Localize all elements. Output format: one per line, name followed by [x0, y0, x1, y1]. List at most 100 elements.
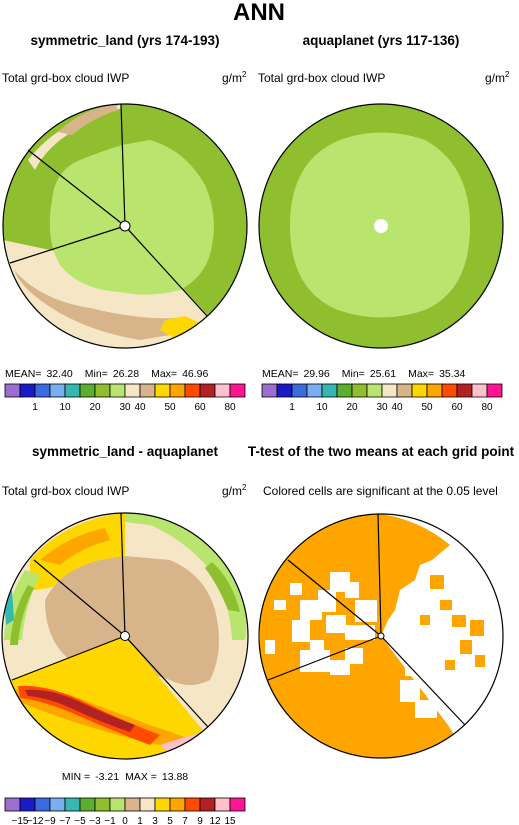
panel2-colorbar-swatch — [261, 383, 278, 398]
panel2-colorbar-tick-label: 40 — [391, 402, 403, 413]
panel2-colorbar-swatch — [276, 383, 293, 398]
panel1-colorbar-swatch — [49, 383, 66, 398]
panel3-stats: MIN = -3.21 MAX = 13.88 — [62, 771, 188, 783]
panel4-map-border — [258, 513, 504, 759]
panel3-bottom-yellow-band — [10, 636, 215, 759]
panel3-colorbar-tick-label: 15 — [224, 816, 236, 825]
panel3-colorbar-tick-label: −7 — [59, 816, 71, 825]
panel1-title: symmetric_land (yrs 174-193) — [30, 33, 219, 48]
panel1-colorbar-swatch — [34, 383, 51, 398]
panel1-colorbar-swatch — [109, 383, 126, 398]
panel1-colorbar-swatch — [79, 383, 96, 398]
panel1-colorbar: 1 10 20 30 40 50 60 80 — [4, 383, 246, 413]
panel2-colorbar-tick-label: 10 — [316, 402, 328, 413]
panel3-colorbar-tick-label: −15 — [12, 816, 29, 825]
panel1-colorbar-tick-label: 20 — [89, 402, 101, 413]
panel2-colorbar-swatch — [486, 383, 503, 398]
panel3-variable: Total grd-box cloud IWP — [2, 484, 129, 498]
panel3-colorbar-swatch — [19, 797, 36, 812]
panel1-colorbar-swatch — [199, 383, 216, 398]
panel3-colorbar-swatch — [139, 797, 156, 812]
panel2-colorbar-swatch — [321, 383, 338, 398]
panel3-top-orange-patch — [40, 528, 110, 565]
panel2-map-border — [258, 103, 504, 349]
panel2-colorbar-swatch — [456, 383, 473, 398]
panel3-title: symmetric_land - aquaplanet — [32, 444, 219, 459]
panel1-colorbar-swatch — [124, 383, 141, 398]
panel3-colorbar-swatch — [229, 797, 246, 812]
panel3-units: g/m2 — [222, 483, 247, 498]
panel2-colorbar-swatch — [396, 383, 413, 398]
panel3-colorbar-tick-label: 1 — [137, 816, 143, 825]
panel1-variable: Total grd-box cloud IWP — [2, 71, 129, 85]
panel3-colorbar-tick-label: 3 — [152, 816, 158, 825]
panel3-colorbar-swatch — [64, 797, 81, 812]
panel3-colorbar-swatch — [169, 797, 186, 812]
panel1-colorbar-swatch — [214, 383, 231, 398]
panel3-bottom-darkred-band — [25, 689, 135, 732]
panel1-colorbar-swatch — [229, 383, 246, 398]
panel2-units: g/m2 — [485, 70, 510, 85]
panel2-colorbar-tick-label: 1 — [289, 402, 295, 413]
panel1-units: g/m2 — [222, 70, 247, 85]
panel3-colorbar-swatch — [94, 797, 111, 812]
panel3-colorbar-tick-label: 7 — [182, 816, 188, 825]
panel1-colorbar-swatch — [4, 383, 21, 398]
panel3-colorbar-swatch — [79, 797, 96, 812]
panel1-colorbar-swatch — [139, 383, 156, 398]
panel4-title: T-test of the two means at each grid poi… — [248, 444, 515, 459]
panel1-colorbar-tick-label: 80 — [224, 402, 236, 413]
panel2-colorbar-swatch — [441, 383, 458, 398]
panel2-colorbar-tick-label: 30 — [376, 402, 388, 413]
panel2-colorbar-swatch — [306, 383, 323, 398]
panel3-sector-lines — [11, 512, 209, 728]
figure-title: ANN — [233, 0, 285, 26]
panel3-colorbar-tick-label: −3 — [89, 816, 101, 825]
panel3-map — [2, 513, 248, 759]
panel3-map-border — [1, 512, 249, 760]
panel3-colorbar: −15−12 −9 −7 −5 −3 −1 0 1 3 5 7 9 12 15 — [4, 797, 246, 825]
panel4-variable: Colored cells are significant at the 0.0… — [263, 484, 498, 498]
panel2-pole-marker — [374, 219, 388, 233]
panel3-right-dark-green — [205, 562, 240, 612]
panel4-significant-right-wedge — [378, 514, 450, 636]
panel2-colorbar-swatch — [381, 383, 398, 398]
panel2-title: aquaplanet (yrs 117-136) — [303, 33, 460, 48]
panel2-colorbar: 1 10 20 30 40 50 60 80 — [261, 383, 503, 413]
panel3-colorbar-swatch — [214, 797, 231, 812]
panel2-variable: Total grd-box cloud IWP — [258, 71, 385, 85]
panel2-colorbar-swatch — [426, 383, 443, 398]
panel1-pole-marker — [119, 220, 131, 232]
panel3-colorbar-tick-label: 12 — [209, 816, 221, 825]
panel3-colorbar-swatch — [199, 797, 216, 812]
panel1-colorbar-tick-label: 30 — [119, 402, 131, 413]
panel2-stats: MEAN= 29.96 Min= 25.61 Max= 35.34 — [262, 368, 465, 380]
panel3-colorbar-swatch — [49, 797, 66, 812]
panel2-colorbar-swatch — [411, 383, 428, 398]
panel3-colorbar-tick-label: 5 — [167, 816, 173, 825]
panel3-colorbar-swatch — [184, 797, 201, 812]
panel1-stats: MEAN= 32.40 Min= 26.28 Max= 46.96 — [5, 368, 208, 380]
panel2-colorbar-swatch — [471, 383, 488, 398]
panel1-colorbar-swatch — [154, 383, 171, 398]
panel1-colorbar-tick-label: 60 — [194, 402, 206, 413]
panel1-top-brown-patch — [58, 104, 118, 135]
panel3-colorbar-swatch — [109, 797, 126, 812]
panel2-colorbar-tick-label: 80 — [481, 402, 493, 413]
panel1-colorbar-tick-label: 50 — [164, 402, 176, 413]
panel1-colorbar-swatch — [64, 383, 81, 398]
panel3-colorbar-swatch — [154, 797, 171, 812]
panel1-light-core — [49, 140, 214, 295]
panel2-colorbar-swatch — [336, 383, 353, 398]
panel1-map-border — [2, 103, 248, 349]
panel2-colorbar-swatch — [366, 383, 383, 398]
panel1-colorbar-swatch — [19, 383, 36, 398]
panel3-colorbar-tick-label: −5 — [74, 816, 86, 825]
panel3-colorbar-tick-label: −1 — [104, 816, 116, 825]
panel3-left-dark-green — [10, 585, 34, 645]
panel1-colorbar-swatch — [184, 383, 201, 398]
panel2-colorbar-swatch — [291, 383, 308, 398]
panel3-colorbar-tick-label: −12 — [27, 816, 44, 825]
panel4-insignificant-cells — [265, 572, 468, 718]
